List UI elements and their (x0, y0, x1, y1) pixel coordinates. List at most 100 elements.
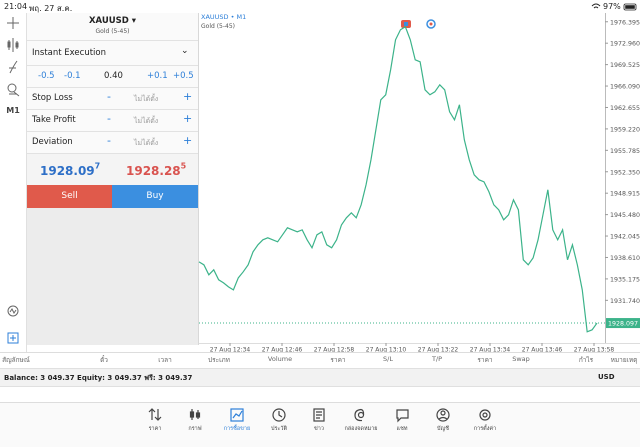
bid-price: 1928.097 (40, 160, 100, 179)
order-marker-inner (404, 22, 408, 26)
y-tick-label: 1942.045 (610, 234, 640, 241)
buy-button[interactable]: Buy (112, 185, 198, 208)
take-profit-row: Take Profit - ไม่ได้ตั้ง + (27, 110, 198, 132)
nav-item[interactable]: กล่องจดหมาย (344, 426, 378, 432)
y-tick-label: 1955.785 (610, 148, 640, 155)
x-tick-label: 27 Aug 13:58 (574, 347, 615, 354)
nav-item[interactable]: การซื้อขาย (223, 426, 251, 432)
symbol: XAUUSD (88, 16, 129, 26)
execution-type: Instant Execution (32, 48, 106, 58)
y-tick-label: 1976.395 (610, 19, 640, 26)
bid-pip: 7 (94, 161, 101, 171)
current-price-label: 1928.097 (608, 321, 638, 328)
nav-item[interactable]: ประวัติ (270, 426, 288, 432)
x-tick-label: 27 Aug 13:10 (366, 347, 407, 354)
timeframe[interactable]: M1 (6, 106, 20, 115)
y-tick-label: 1969.525 (610, 62, 640, 69)
x-tick-label: 27 Aug 12:34 (210, 347, 251, 354)
y-tick-label: 1931.740 (610, 298, 640, 305)
column-header: ราคา (330, 356, 346, 364)
column-header: Swap (512, 355, 530, 363)
order-marker[interactable] (426, 19, 436, 29)
price-line (198, 25, 598, 333)
x-tick-label: 27 Aug 13:46 (522, 347, 563, 354)
deviation-row: Deviation - ไม่ได้ตั้ง + (27, 132, 198, 154)
order-panel: XAUUSD ▾ Gold (5-45) Instant Execution ⌄… (27, 13, 199, 345)
nav-item[interactable]: ราคา (148, 426, 162, 432)
increase[interactable]: + (183, 90, 193, 103)
bid-main: 1928.09 (40, 164, 95, 178)
balance-text: Balance: 3 049.37 Equity: 3 049.37 ฟรี: … (4, 374, 193, 382)
ask-price: 1928.285 (126, 160, 186, 179)
x-tick-label: 27 Aug 12:46 (262, 347, 303, 354)
decrease[interactable]: - (107, 90, 111, 103)
column-header: T/P (431, 355, 443, 363)
status-icons (591, 3, 637, 11)
column-header: สัญลักษณ์ (2, 356, 30, 364)
stop-loss-row: Stop Loss - ไม่ได้ตั้ง + (27, 88, 198, 110)
column-header: หมายเหตุ (610, 356, 638, 364)
nav-item[interactable]: กราฟ (188, 426, 202, 432)
battery-level: 97% (603, 2, 621, 11)
row-value[interactable]: ไม่ได้ตั้ง (134, 139, 159, 147)
increase[interactable]: + (183, 112, 193, 125)
volume-step[interactable]: -0.1 (64, 71, 81, 81)
column-header: ประเภท (208, 356, 230, 364)
balance-bar: Balance: 3 049.37 Equity: 3 049.37 ฟรี: … (0, 368, 640, 387)
nav-icons (148, 408, 491, 423)
column-header: ราคา (477, 356, 493, 364)
y-tick-label: 1938.610 (610, 255, 640, 262)
y-tick-label: 1972.960 (610, 41, 640, 48)
increase[interactable]: + (183, 134, 193, 147)
column-header: Volume (267, 355, 293, 363)
volume-row: -0.5 -0.1 0.40 +0.1 +0.5 (27, 66, 198, 88)
nav-item[interactable]: บัญชี (437, 426, 449, 432)
status-time: 21:04 (4, 2, 28, 11)
decrease[interactable]: - (107, 134, 111, 147)
left-toolbar[interactable]: M1 (0, 13, 27, 353)
x-tick-label: 27 Aug 12:58 (314, 347, 355, 354)
price-box: 1928.097 1928.285 (27, 154, 198, 185)
y-tick-label: 1959.220 (610, 126, 640, 133)
nav-item[interactable]: ข่าว (314, 426, 324, 432)
ask-pip: 5 (180, 161, 187, 171)
execution-row[interactable]: Instant Execution ⌄ (27, 41, 198, 66)
volume-step[interactable]: -0.5 (38, 71, 55, 81)
row-value[interactable]: ไม่ได้ตั้ง (134, 95, 159, 103)
status-date: พฤ. 27 ส.ค. (29, 4, 73, 13)
row-label: Take Profit (32, 115, 76, 125)
row-value[interactable]: ไม่ได้ตั้ง (134, 117, 159, 125)
sell-button[interactable]: Sell (27, 185, 112, 208)
volume[interactable]: 0.40 (104, 71, 123, 81)
y-tick-label: 1962.655 (610, 105, 640, 112)
column-header: เวลา (158, 356, 172, 364)
row-label: Deviation (32, 137, 73, 147)
positions-header: สัญลักษณ์ ตั๋ว เวลา ประเภท Volume ราคา S/L T/P ร… (0, 352, 640, 366)
column-header: ตั๋ว (100, 356, 108, 364)
nav-item[interactable]: แชท (396, 426, 408, 432)
symbol-header[interactable]: XAUUSD ▾ Gold (5-45) (27, 13, 198, 41)
x-tick-label: 27 Aug 13:34 (470, 347, 511, 354)
column-header: กำไร (578, 356, 594, 364)
chart-subtitle: Gold (5-45) (201, 23, 235, 30)
y-tick-label: 1948.915 (610, 191, 640, 198)
column-header: S/L (383, 355, 393, 363)
currency: USD (598, 373, 615, 381)
decrease[interactable]: - (107, 112, 111, 125)
row-label: Stop Loss (32, 93, 73, 103)
volume-step[interactable]: +0.1 (147, 71, 168, 81)
volume-step[interactable]: +0.5 (173, 71, 194, 81)
price-chart: XAUUSD • M1 Gold (5-45) 1976.395 1972.960… (198, 13, 640, 354)
y-tick-label: 1935.175 (610, 276, 640, 283)
current-price-box (606, 318, 640, 329)
x-tick-label: 27 Aug 13:22 (418, 347, 459, 354)
order-marker-inner (429, 22, 433, 26)
y-tick-label: 1966.090 (610, 84, 640, 91)
y-tick-label: 1945.480 (610, 212, 640, 219)
y-tick-label: 1952.350 (610, 169, 640, 176)
nav-item[interactable]: การตั้งค่า (473, 426, 497, 432)
chart-title: XAUUSD • M1 (201, 13, 246, 21)
symbol-description: Gold (5-45) (95, 28, 130, 35)
ask-main: 1928.28 (126, 164, 181, 178)
